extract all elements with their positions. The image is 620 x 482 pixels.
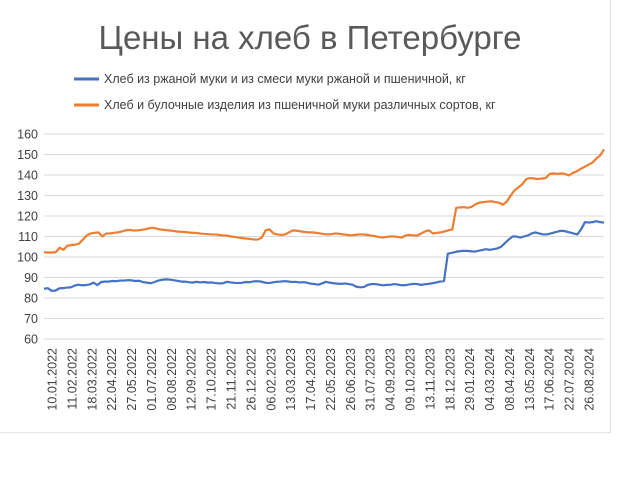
x-tick-label: 04.03.2024	[483, 348, 497, 411]
chart-title: Цены на хлеб в Петербурге	[99, 19, 522, 56]
x-tick-label: 17.06.2024	[543, 348, 557, 411]
y-tick-label: 70	[24, 312, 38, 326]
x-tick-label: 18.03.2022	[85, 348, 99, 411]
y-tick-label: 80	[24, 292, 38, 306]
x-tick-label: 26.12.2022	[244, 348, 258, 411]
legend: Хлеб из ржаной муки и из смеси муки ржан…	[74, 72, 496, 112]
y-tick-label: 120	[17, 210, 38, 224]
x-tick-label: 13.11.2023	[423, 348, 437, 410]
series-layer	[43, 148, 605, 292]
chart-frame: Цены на хлеб в Петербурге Хлеб из ржаной…	[0, 0, 611, 433]
x-tick-label: 27.05.2022	[125, 348, 139, 411]
x-tick-label: 09.10.2023	[404, 348, 418, 411]
x-tick-label: 08.04.2024	[503, 348, 517, 411]
y-tick-label: 160	[17, 128, 38, 142]
x-tick-label: 22.05.2023	[324, 348, 338, 411]
x-tick-label: 29.01.2024	[463, 348, 477, 411]
y-tick-label: 140	[17, 169, 38, 183]
x-tick-label: 22.07.2024	[563, 348, 577, 411]
y-tick-label: 90	[24, 271, 38, 285]
y-tick-label: 60	[24, 333, 38, 347]
series-line-wheat	[43, 148, 605, 254]
y-tick-label: 130	[17, 189, 38, 203]
x-tick-label: 08.08.2022	[165, 348, 179, 411]
x-tick-label: 04.09.2023	[384, 348, 398, 411]
x-tick-label: 31.07.2023	[364, 348, 378, 411]
y-axis-ticks: 60 70 80 90 100 110 120 130 140 150 160	[17, 128, 38, 347]
x-tick-label: 06.02.2023	[264, 348, 278, 411]
x-tick-label: 21.11.2022	[225, 348, 239, 410]
x-tick-label: 11.02.2022	[65, 348, 79, 410]
x-tick-label: 22.04.2022	[105, 348, 119, 411]
legend-label-wheat: Хлеб и булочные изделия из пшеничной мук…	[104, 98, 496, 112]
x-tick-label: 13.03.2023	[284, 348, 298, 411]
series-line-rye	[43, 220, 605, 292]
legend-label-rye: Хлеб из ржаной муки и из смеси муки ржан…	[104, 72, 466, 86]
y-tick-label: 150	[17, 148, 38, 162]
x-tick-label: 10.01.2022	[46, 348, 60, 411]
y-tick-label: 100	[17, 251, 38, 265]
x-tick-label: 13.05.2024	[523, 348, 537, 411]
x-tick-label: 12.09.2022	[185, 348, 199, 411]
x-tick-label: 26.08.2024	[583, 348, 597, 411]
x-tick-label: 26.06.2023	[344, 348, 358, 411]
x-tick-label: 17.10.2022	[205, 348, 219, 411]
x-axis-ticks: 10.01.2022 11.02.2022 18.03.2022 22.04.2022…	[46, 348, 597, 411]
x-tick-label: 01.07.2022	[145, 348, 159, 411]
x-tick-label: 17.04.2023	[304, 348, 318, 411]
y-tick-label: 110	[18, 230, 38, 244]
x-tick-label: 18.12.2023	[443, 348, 457, 411]
